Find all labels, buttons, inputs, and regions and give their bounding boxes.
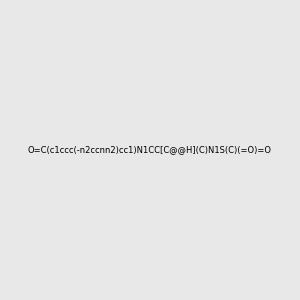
Text: O=C(c1ccc(-n2ccnn2)cc1)N1CC[C@@H](C)N1S(C)(=O)=O: O=C(c1ccc(-n2ccnn2)cc1)N1CC[C@@H](C)N1S(… bbox=[28, 146, 272, 154]
